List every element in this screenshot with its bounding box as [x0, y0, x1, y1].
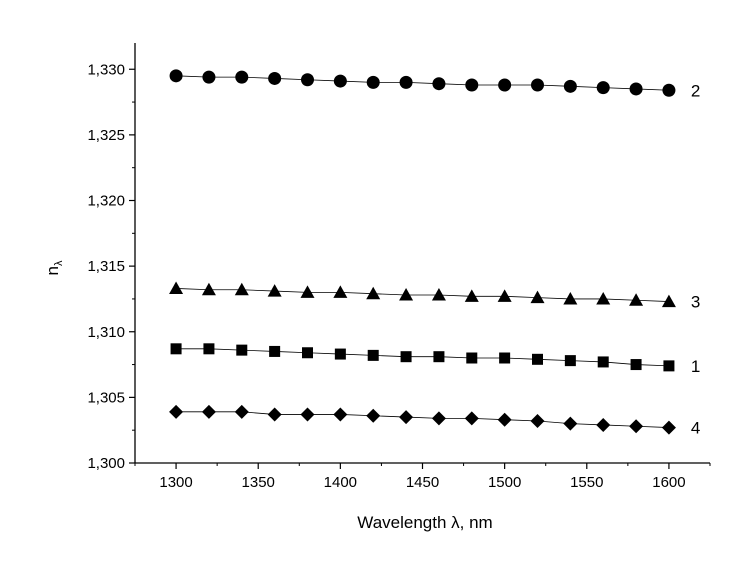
data-point-triangle: [563, 291, 578, 305]
data-point-diamond: [169, 404, 184, 419]
data-point-circle: [662, 83, 676, 97]
data-point-triangle: [464, 289, 479, 302]
data-point-diamond: [234, 404, 249, 419]
data-point-circle: [301, 73, 314, 87]
x-tick-label: 1550: [570, 474, 603, 491]
data-point-diamond: [267, 407, 282, 422]
data-point-square: [663, 360, 675, 372]
data-point-diamond: [596, 417, 611, 432]
data-point-circle: [531, 78, 544, 92]
data-point-square: [400, 351, 412, 363]
data-point-triangle: [431, 288, 446, 301]
data-point-diamond: [333, 407, 348, 422]
data-point-diamond: [629, 419, 644, 434]
series-label: 4: [691, 419, 700, 438]
y-tick-label: 1,320: [87, 193, 125, 210]
data-point-diamond: [464, 411, 479, 426]
data-point-square: [367, 349, 379, 361]
data-point-square: [433, 351, 445, 363]
series-4: 4: [169, 404, 700, 438]
series-3: 3: [169, 281, 700, 312]
x-axis-label: Wavelength λ, nm: [357, 513, 492, 532]
data-point-square: [302, 347, 313, 359]
data-point-diamond: [366, 408, 381, 423]
data-point-circle: [596, 81, 610, 95]
data-point-triangle: [530, 290, 545, 304]
data-point-circle: [465, 78, 479, 92]
svg-text:nλ: nλ: [43, 260, 65, 275]
data-point-circle: [629, 82, 643, 96]
data-point-square: [170, 343, 182, 355]
axes: 1,300 1,305 1,310 1,315 1,320 1,325 1,330 1300 1…: [87, 43, 711, 491]
y-tick-label: 1,325: [87, 127, 125, 144]
data-point-circle: [169, 69, 183, 83]
data-point-triangle: [497, 289, 512, 302]
data-point-triangle: [234, 282, 249, 296]
data-point-circle: [366, 75, 380, 89]
y-axis-label: nλ: [43, 260, 65, 275]
x-tick-label: 1400: [324, 474, 357, 491]
x-tick-label: 1450: [406, 474, 439, 491]
data-point-square: [499, 352, 511, 364]
data-point-triangle: [366, 286, 381, 300]
data-point-triangle: [596, 291, 611, 305]
data-point-diamond: [563, 416, 578, 431]
data-point-triangle: [169, 281, 184, 294]
series-label: 3: [691, 293, 700, 312]
data-point-square: [532, 353, 543, 365]
x-tick-label: 1600: [652, 474, 685, 491]
data-point-square: [466, 352, 478, 364]
data-point-triangle: [629, 293, 644, 306]
data-point-diamond: [431, 411, 446, 426]
y-tick-label: 1,300: [87, 455, 125, 472]
data-point-circle: [268, 71, 282, 85]
series-line: [176, 411, 669, 428]
data-point-diamond: [530, 414, 545, 428]
series-line: [176, 348, 669, 367]
data-point-triangle: [201, 282, 216, 296]
data-point-circle: [498, 78, 512, 92]
y-tick-label: 1,315: [87, 258, 125, 275]
data-point-circle: [333, 74, 347, 88]
data-point-diamond: [497, 412, 512, 427]
series-label: 1: [691, 357, 700, 376]
series-1: 1: [170, 343, 700, 376]
data-point-square: [597, 356, 609, 368]
x-tick-label: 1350: [242, 474, 275, 491]
data-point-square: [630, 359, 642, 371]
x-tick-label: 1500: [488, 474, 521, 491]
data-point-circle: [399, 75, 413, 89]
data-point-diamond: [661, 420, 676, 435]
y-tick-label: 1,310: [87, 324, 125, 341]
series-layer: 2 3 1 4: [169, 69, 700, 438]
data-point-square: [269, 345, 281, 357]
y-axis-label-subscript: λ: [53, 260, 65, 266]
data-point-square: [236, 344, 248, 356]
data-point-circle: [563, 79, 577, 93]
data-point-square: [334, 348, 346, 360]
data-point-triangle: [267, 284, 282, 297]
y-axis-label-main: n: [43, 266, 62, 275]
data-point-circle: [432, 77, 446, 91]
data-point-triangle: [333, 285, 348, 298]
data-point-diamond: [201, 404, 216, 419]
y-tick-label: 1,330: [87, 61, 125, 78]
series-2: 2: [169, 69, 700, 100]
data-point-triangle: [399, 288, 414, 301]
y-tick-label: 1,305: [87, 389, 125, 406]
data-point-diamond: [300, 407, 315, 422]
series-line: [176, 288, 669, 302]
data-point-square: [564, 355, 576, 367]
data-point-diamond: [399, 410, 414, 425]
data-point-square: [203, 343, 215, 355]
x-tick-label: 1300: [159, 474, 192, 491]
series-line: [176, 75, 669, 91]
data-point-circle: [202, 70, 216, 84]
data-point-triangle: [300, 285, 315, 298]
series-label: 2: [691, 81, 700, 100]
data-point-triangle: [661, 294, 676, 308]
data-point-circle: [235, 70, 249, 84]
